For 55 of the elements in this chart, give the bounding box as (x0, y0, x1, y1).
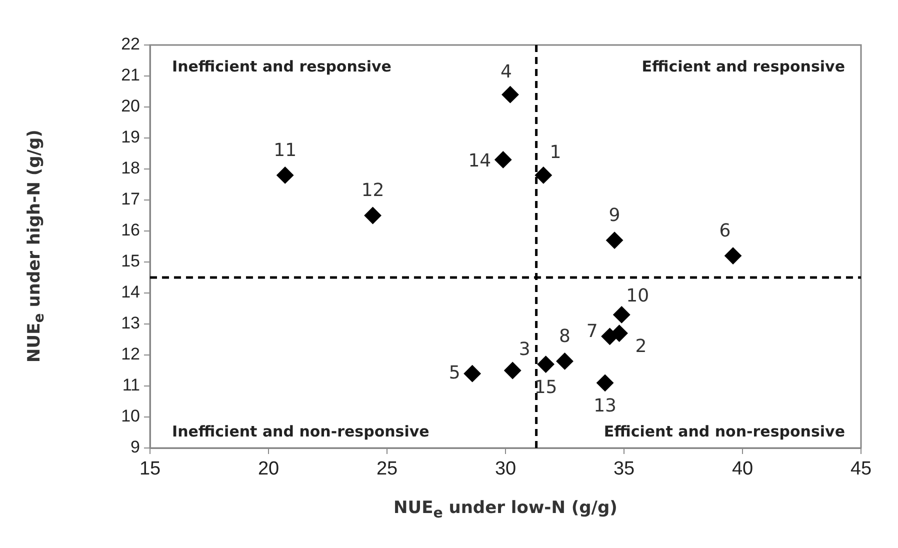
point (556, 352, 574, 370)
annotation: 8 (559, 326, 570, 347)
annotation: 11 (274, 140, 297, 161)
x-tick-label: 25 (376, 458, 398, 480)
y-tick-label: 12 (121, 344, 140, 364)
point (613, 306, 630, 324)
annotation: 14 (468, 150, 492, 172)
annotation: 13 (594, 396, 616, 417)
x-axis-title: NUE$_{e}$ under low-N (g/g) (392, 498, 618, 522)
x-tick-label: 40 (732, 458, 754, 480)
point (724, 247, 742, 264)
x-tick-label: 35 (613, 458, 635, 480)
point (494, 151, 512, 168)
y-tick-label: 19 (121, 128, 140, 147)
y-tick-label: 11 (122, 376, 140, 395)
point (276, 166, 294, 184)
x-tick-label: 15 (139, 458, 161, 480)
y-tick-label: 14 (121, 282, 140, 302)
y-tick-label: 21 (121, 66, 140, 85)
point (364, 207, 382, 224)
annotation: 9 (608, 204, 620, 226)
y-tick-label: 22 (121, 34, 140, 54)
y-tick-label: 15 (121, 252, 140, 271)
point (596, 374, 614, 392)
x-tick-label: 20 (258, 458, 280, 480)
annotation: 1 (550, 142, 562, 163)
point (537, 356, 554, 373)
y-tick-label: 13 (121, 314, 140, 333)
y-tick-label: 18 (121, 158, 140, 178)
y-tick-label: 17 (121, 190, 140, 209)
y-tick-label: 10 (121, 406, 140, 426)
point (464, 365, 481, 382)
annotation: 2 (635, 336, 647, 357)
x-tick-label: 45 (850, 458, 872, 480)
point (606, 232, 624, 249)
annotation: 4 (500, 61, 512, 82)
annotation: 7 (586, 321, 598, 342)
point (504, 362, 522, 379)
annotation: Inefficient and responsive (172, 57, 392, 76)
y-tick-label: 16 (121, 220, 140, 240)
annotation: 5 (448, 362, 460, 384)
annotation: 12 (361, 180, 384, 202)
annotation: 6 (719, 220, 731, 242)
annotation: 3 (518, 339, 530, 360)
y-tick-label: 9 (130, 438, 140, 457)
annotation: 15 (534, 376, 558, 398)
y-tick-label: 20 (121, 96, 140, 116)
annotation: Efficient and non-responsive (604, 422, 845, 440)
point (601, 328, 618, 345)
annotation: 10 (626, 285, 650, 306)
annotation: Inefficient and non-responsive (172, 422, 430, 440)
x-tick-label: 30 (494, 458, 516, 480)
point (534, 166, 552, 184)
annotation: Efficient and responsive (642, 57, 845, 76)
point (502, 86, 519, 104)
